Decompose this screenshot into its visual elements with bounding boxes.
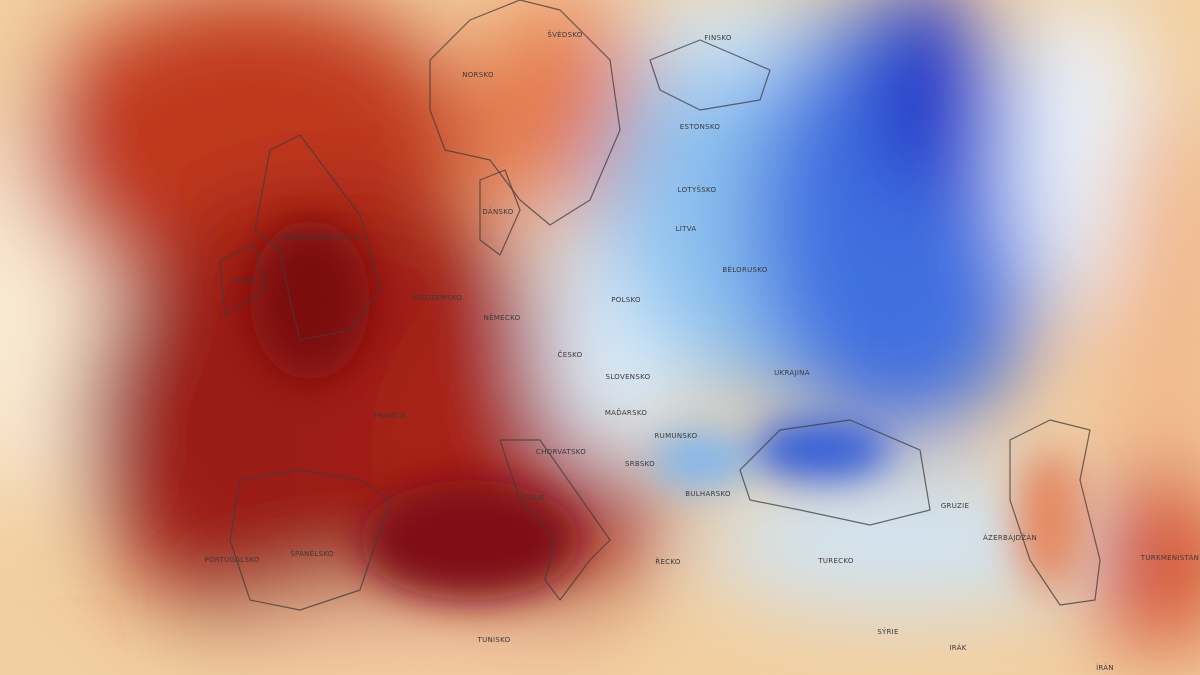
- country-label: FRANCIE: [374, 412, 406, 420]
- coastlines: [219, 0, 1101, 611]
- country-labels: ŠVÉDSKO FINSKO NORSKO ESTONSKO LOTYŠSKO DÁNSK…: [204, 30, 1199, 672]
- country-label: PORTUGALSKO: [204, 556, 259, 564]
- country-label: NORSKO: [462, 71, 494, 79]
- country-label: IRSKO: [233, 277, 256, 285]
- country-label: ÁZERBÁJDŽÁN: [983, 533, 1037, 542]
- country-label: LITVA: [676, 225, 697, 233]
- country-label: ŘECKO: [655, 557, 681, 566]
- country-label: RUMUNSKO: [655, 432, 698, 440]
- country-label: BĚLORUSKO: [722, 265, 767, 274]
- country-label: ŠPANĚLSKO: [290, 549, 334, 558]
- country-label: SRBSKO: [625, 460, 655, 468]
- country-label: SPOJENÉ KRÁLOVSTVÍ: [279, 233, 360, 242]
- country-label: BULHARSKO: [685, 490, 731, 498]
- country-label: ŠVÉDSKO: [547, 30, 582, 39]
- country-label: FINSKO: [704, 34, 731, 42]
- country-label: DÁNSKO: [482, 207, 513, 216]
- country-label: MAĎARSKO: [605, 408, 647, 417]
- country-label: TURKMENISTÁN: [1140, 553, 1199, 562]
- country-label: TURECKO: [817, 557, 854, 565]
- country-label: NĚMECKO: [484, 313, 521, 322]
- country-label: IRÁK: [949, 643, 966, 652]
- country-label: POLSKO: [611, 296, 641, 304]
- country-label: SÝRIE: [877, 627, 899, 636]
- country-label: ITÁLIE: [523, 493, 546, 502]
- country-label: SLOVENSKO: [606, 373, 651, 381]
- country-label: ČESKO: [558, 350, 583, 359]
- country-label: ESTONSKO: [680, 123, 721, 131]
- country-label: GRUZIE: [941, 502, 969, 510]
- country-label: UKRAJINA: [774, 369, 810, 377]
- country-label: CHORVATSKO: [536, 448, 586, 456]
- country-label: NIZOZEMSKO: [412, 294, 462, 302]
- country-label: TUNISKO: [477, 636, 511, 644]
- country-label: LOTYŠSKO: [678, 185, 717, 194]
- country-label: ÍRÁN: [1096, 663, 1114, 672]
